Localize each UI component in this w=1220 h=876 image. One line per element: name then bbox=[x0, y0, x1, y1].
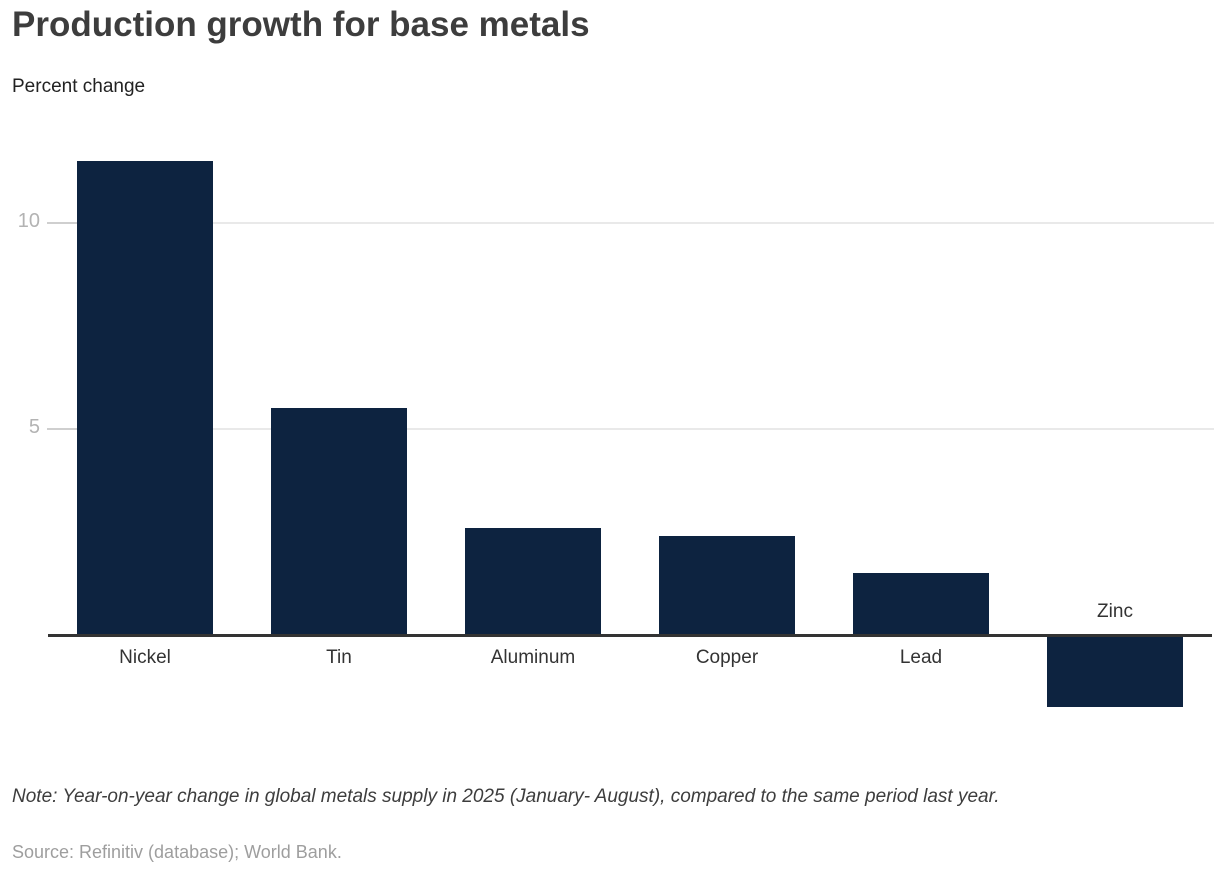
chart-note: Note: Year-on-year change in global meta… bbox=[12, 786, 1000, 807]
bar-aluminum bbox=[465, 527, 601, 635]
bar-chart-plot-area: 5 10 Nickel Tin Aluminum Copper Lead Zinc bbox=[0, 130, 1220, 730]
category-label-copper: Copper bbox=[695, 647, 759, 668]
bar-lead bbox=[853, 573, 989, 635]
category-label-zinc: Zinc bbox=[1097, 601, 1133, 622]
chart-source: Source: Refinitiv (database); World Bank… bbox=[12, 842, 342, 862]
category-label-nickel: Nickel bbox=[119, 647, 171, 668]
gridline-5 bbox=[48, 428, 1214, 430]
chart-subtitle: Percent change bbox=[12, 76, 146, 97]
chart-title: Production growth for base metals bbox=[12, 5, 590, 44]
category-label-lead: Lead bbox=[899, 647, 943, 668]
category-label-tin: Tin bbox=[326, 647, 352, 668]
bar-copper bbox=[659, 536, 795, 635]
category-label-aluminum: Aluminum bbox=[490, 647, 576, 668]
gridline-10 bbox=[48, 222, 1214, 224]
y-tick-label-5: 5 bbox=[28, 416, 40, 438]
tick-mark-5 bbox=[47, 428, 77, 430]
bar-zinc bbox=[1047, 637, 1183, 708]
tick-mark-10 bbox=[47, 222, 77, 224]
bar-nickel bbox=[77, 161, 213, 635]
bar-tin bbox=[271, 408, 407, 635]
y-tick-label-10: 10 bbox=[17, 210, 40, 232]
x-axis-line bbox=[48, 634, 1212, 637]
